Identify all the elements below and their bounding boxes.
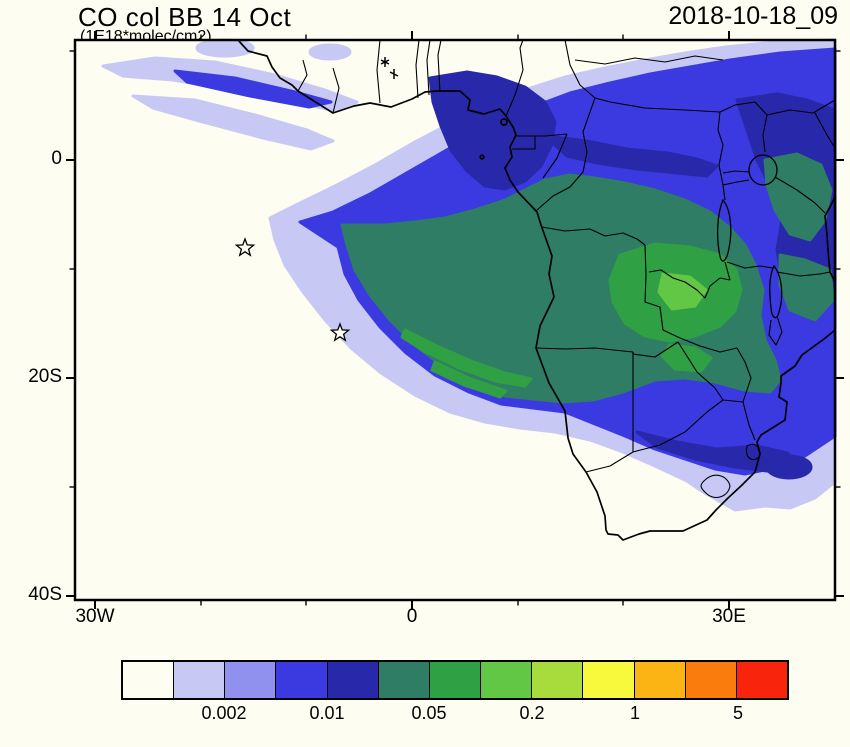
lakes [716,154,783,319]
co-fill-lightgreen [657,272,708,311]
lake-tanganyika [716,198,732,262]
colorbar-cell [685,662,737,698]
y-axis-label-20s: 20S [28,366,62,387]
colorbar-label: 0.01 [309,703,345,723]
plot-date: 2018-10-18_09 [668,2,838,30]
y-axis-label-40s: 40S [28,584,62,605]
station-marks [380,57,399,79]
map-frame [73,38,837,602]
colorbar-cell [225,662,277,698]
colorbar-cell [634,662,686,698]
colorbar-label: 0.2 [519,703,545,723]
colorbar-cell [174,662,226,698]
colorbar-label: 0.002 [201,703,247,723]
star-marker [234,237,256,257]
y-axis-label-0: 0 [51,148,62,169]
colorbar [121,660,789,700]
lake-victoria [748,154,778,186]
country-borders [297,39,836,498]
colorbar-cell [378,662,430,698]
colorbar-label: 1 [629,703,640,723]
colorbar-cell [736,662,788,698]
x-axis-label-0: 0 [406,606,418,627]
x-axis-label-30e: 30E [712,606,746,627]
star-marker [329,322,351,342]
map-canvas [66,31,844,609]
lake-malawi [769,264,783,319]
colorbar-cell [123,662,175,698]
colorbar-cells [121,660,789,700]
x-axis-label-30w: 30W [75,606,115,627]
colorbar-label: 5 [732,703,743,723]
colorbar-cell [532,662,584,698]
plot-title: CO col BB 14 Oct [78,2,292,32]
colorbar-cell [583,662,635,698]
co-contour-fills [101,38,837,512]
colorbar-cell [481,662,533,698]
colorbar-cell [327,662,379,698]
colorbar-label: 0.05 [411,703,447,723]
colorbar-cell [276,662,328,698]
colorbar-cell [429,662,482,698]
